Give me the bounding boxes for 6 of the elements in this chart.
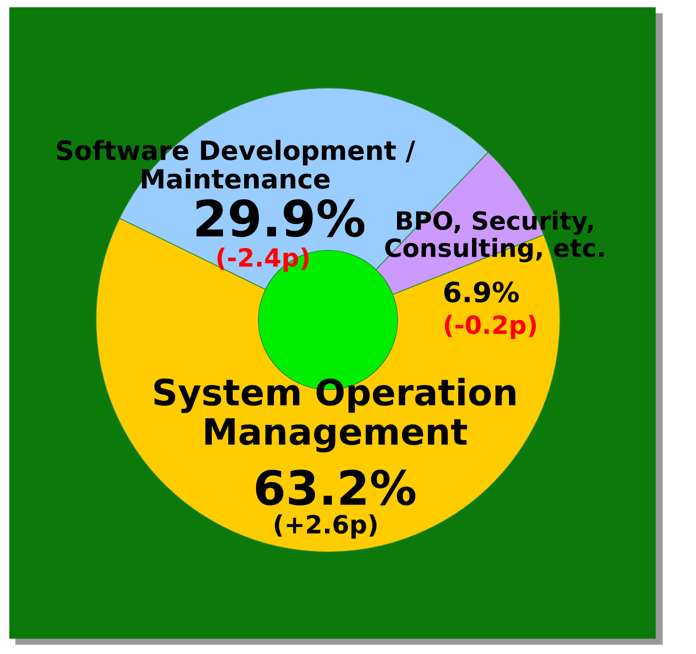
text: (+2.6p) (274, 514, 377, 539)
data-label: 29.9% (196, 199, 364, 238)
text: (-0.2p) (444, 314, 536, 340)
data-label: 63.2% (256, 470, 416, 506)
slice-label: System Operation Management (154, 378, 516, 452)
data-label: 6.9% (444, 282, 519, 303)
